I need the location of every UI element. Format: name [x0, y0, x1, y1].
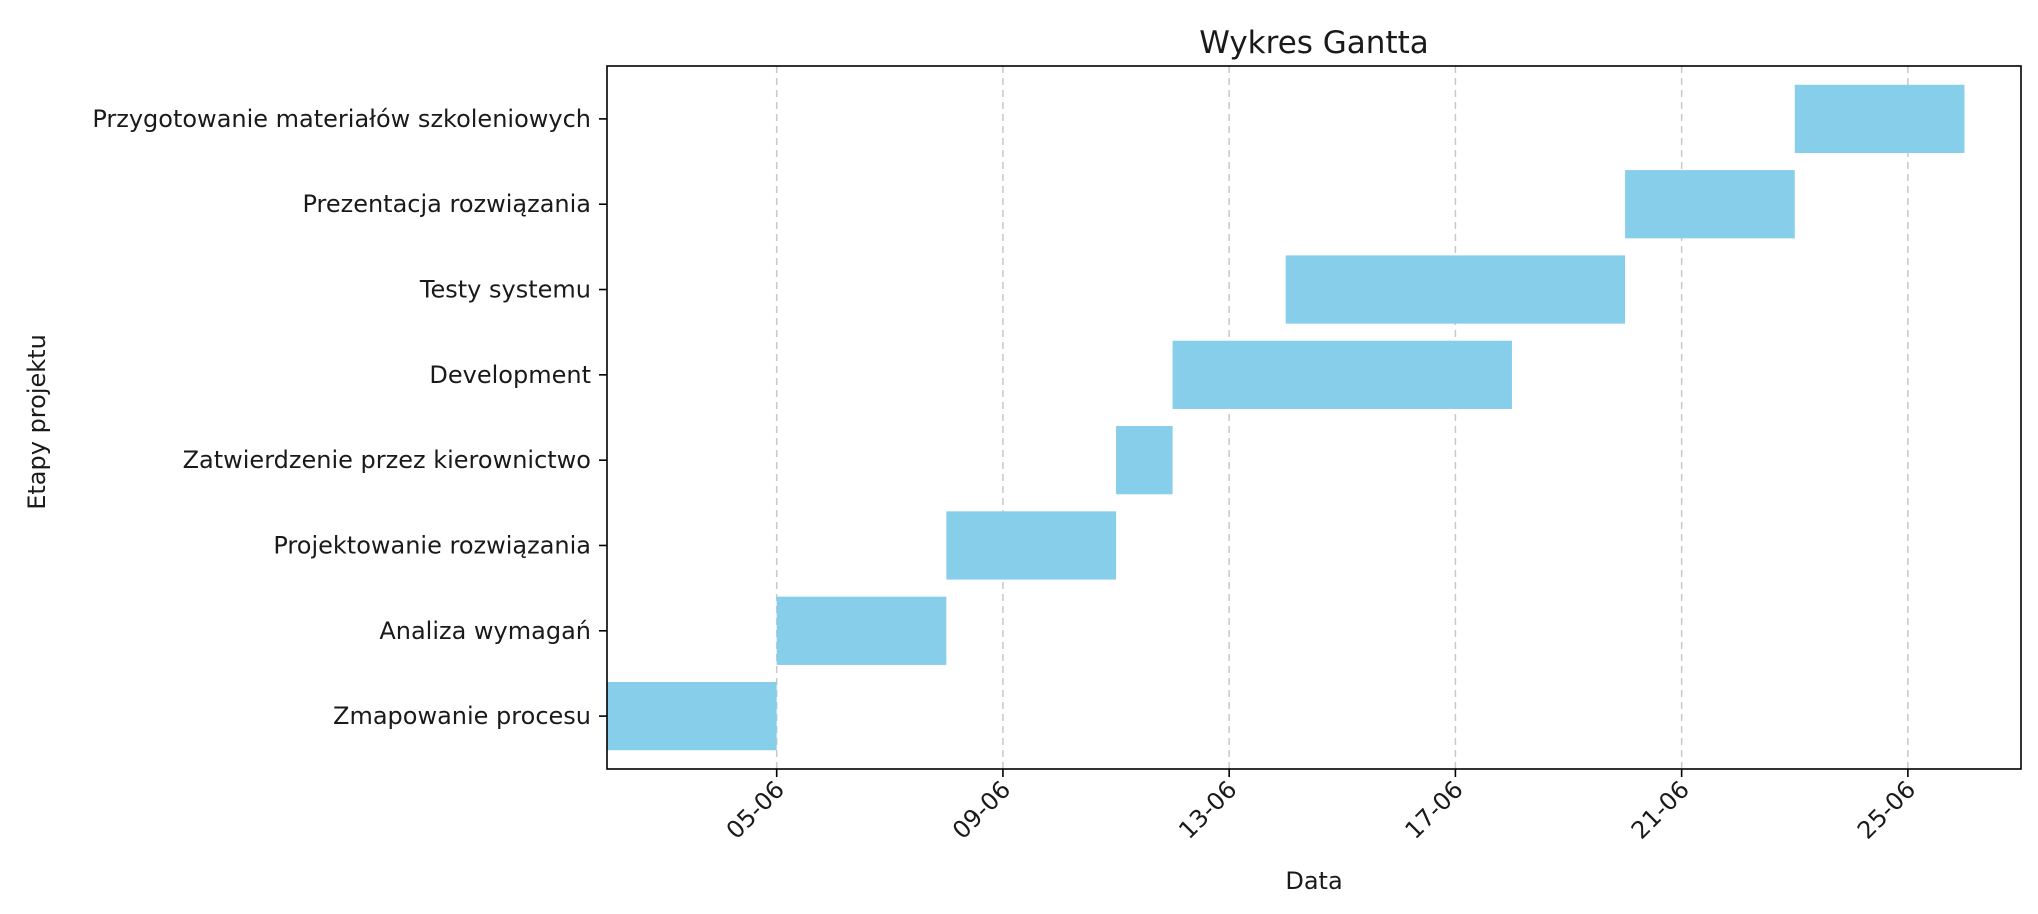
- x-tick-label: 17-06: [1400, 775, 1469, 844]
- x-axis-label: Data: [1285, 867, 1342, 895]
- y-tick-label: Przygotowanie materiałów szkoleniowych: [92, 105, 591, 133]
- y-tick-label: Development: [429, 361, 591, 389]
- x-axis: 05-06 09-06 13-06 17-06 21-06 25-06: [721, 769, 1921, 845]
- plot-frame: [606, 65, 2022, 770]
- gantt-bar: [1625, 170, 1795, 239]
- bar-layer: [607, 84, 1965, 751]
- gantt-bar: [946, 511, 1117, 580]
- gantt-bar: [607, 681, 777, 751]
- y-tick-label: Projektowanie rozwiązania: [273, 531, 591, 559]
- y-tick-label: Zatwierdzenie przez kierownictwo: [183, 446, 591, 474]
- grid-layer: [775, 66, 1909, 769]
- x-tick-label: 09-06: [947, 775, 1016, 844]
- y-tick-label: Testy systemu: [419, 276, 591, 304]
- y-tick-label: Prezentacja rozwiązania: [302, 190, 591, 218]
- y-axis: Zmapowanie procesu Analiza wymagań Projekt…: [92, 105, 607, 730]
- y-axis-label: Etapy projektu: [23, 334, 51, 510]
- y-tick-label: Analiza wymagań: [379, 617, 591, 645]
- x-tick-label: 21-06: [1626, 775, 1695, 844]
- gantt-bar: [776, 596, 947, 665]
- gantt-bar: [1172, 340, 1512, 409]
- x-tick-label: 13-06: [1173, 775, 1242, 844]
- gantt-bar: [1116, 426, 1173, 495]
- chart-title: Wykres Gantta: [1199, 25, 1429, 61]
- gantt-bar: [1794, 84, 1965, 154]
- gantt-bar: [1285, 255, 1626, 324]
- x-tick-label: 05-06: [721, 775, 790, 844]
- y-tick-label: Zmapowanie procesu: [333, 702, 591, 730]
- x-tick-label: 25-06: [1852, 775, 1921, 844]
